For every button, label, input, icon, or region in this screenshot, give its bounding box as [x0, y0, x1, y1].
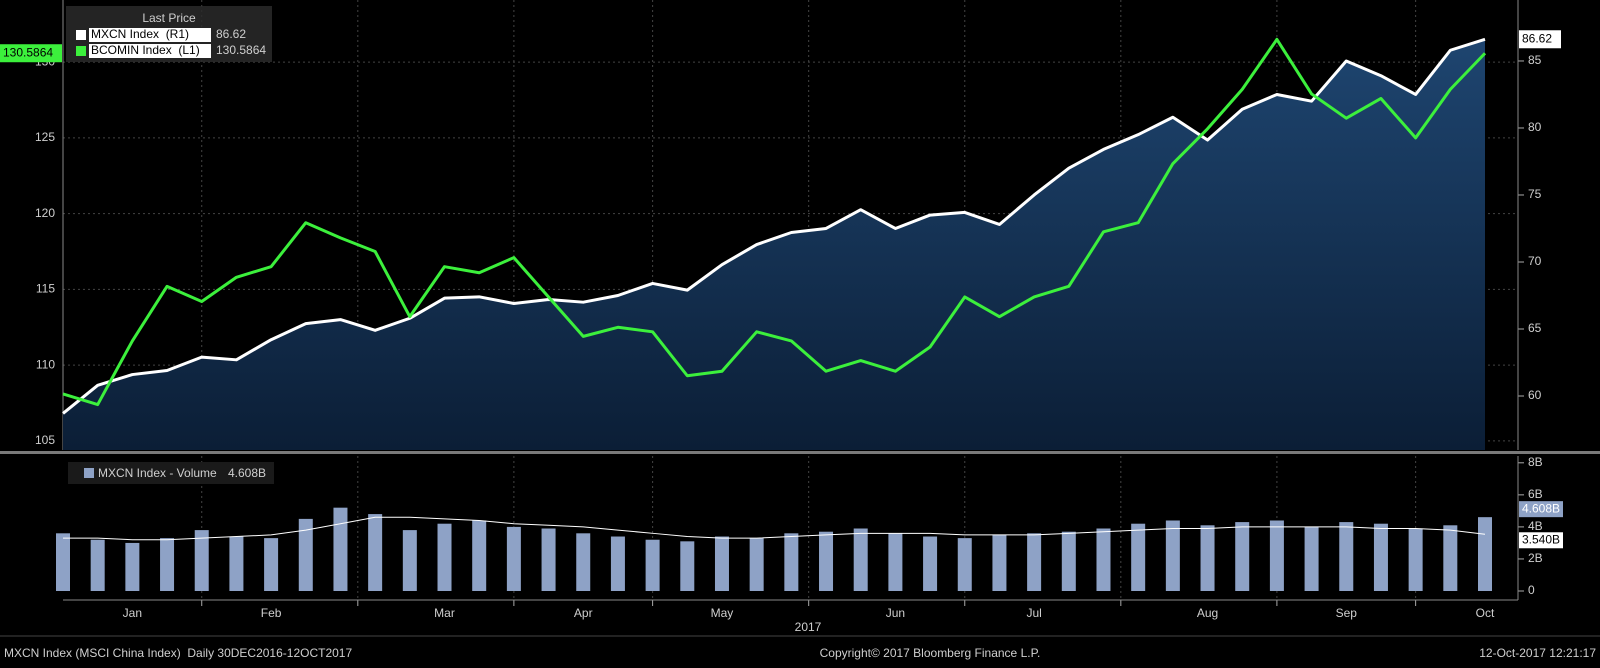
- y-tick-label: 105: [35, 433, 55, 447]
- volume-bar: [1165, 520, 1180, 591]
- line: [62, 37, 1486, 415]
- last-value-label: 130.5864: [3, 45, 53, 59]
- legend-swatch: [84, 468, 94, 478]
- volume-bar: [1200, 525, 1215, 591]
- volume-bar: [1096, 528, 1111, 591]
- volume-bar: [1235, 522, 1250, 591]
- volume-bar: [437, 523, 452, 591]
- last-value-label: 4.608B: [1522, 501, 1560, 515]
- volume-bar: [160, 538, 175, 591]
- last-value-badge: [1519, 501, 1563, 518]
- last-value-badge: [1519, 532, 1563, 549]
- volume-bar: [576, 533, 591, 591]
- legend-label-bg: [89, 28, 211, 42]
- x-tick-label: Oct: [1476, 606, 1495, 620]
- volume-bar: [853, 528, 868, 591]
- legend-title: Last Price: [142, 11, 196, 25]
- volume-bar: [1478, 517, 1492, 591]
- x-tick-label: Jan: [123, 606, 142, 620]
- x-tick-label: Jul: [1026, 606, 1041, 620]
- x-tick-label: Jun: [886, 606, 905, 620]
- volume-bar: [194, 530, 209, 591]
- last-value-label: 86.62: [1522, 31, 1552, 45]
- volume-bar: [333, 507, 348, 591]
- x-tick-label: Aug: [1197, 606, 1218, 620]
- volume-bar: [610, 536, 625, 591]
- volume-bar: [402, 530, 417, 591]
- panel-divider: [0, 451, 1600, 454]
- volume-bar: [1131, 523, 1146, 591]
- footer-left: MXCN Index (MSCI China Index) Daily 30DE…: [4, 646, 352, 660]
- y-tick-label: 120: [35, 206, 55, 220]
- volume-bar: [1027, 533, 1042, 591]
- volume-bar: [264, 538, 279, 591]
- legend-swatch: [76, 30, 86, 40]
- volume-bar: [923, 536, 938, 591]
- legend-label: BCOMIN Index (L1): [91, 43, 200, 57]
- volume-bar: [541, 528, 556, 591]
- x-axis-label: 2017: [795, 620, 822, 634]
- volume-bar: [714, 536, 729, 591]
- y2-tick-label: 8B: [1528, 455, 1543, 469]
- volume-bar: [784, 533, 799, 591]
- legend-label-bg: [89, 44, 211, 58]
- last-value-badge: [1519, 30, 1561, 49]
- x-tick-label: Feb: [261, 606, 282, 620]
- y2-tick-label: 4B: [1528, 519, 1543, 533]
- y2-tick-label: 65: [1528, 321, 1542, 335]
- legend-swatch: [76, 46, 86, 56]
- y2-tick-label: 80: [1528, 120, 1542, 134]
- volume-bar: [645, 539, 660, 591]
- area: [63, 39, 1485, 451]
- volume-bar: [1443, 525, 1458, 591]
- legend-value: 130.5864: [216, 43, 266, 57]
- volume-bar: [1304, 526, 1319, 591]
- y2-tick-label: 6B: [1528, 487, 1543, 501]
- volume-bar: [888, 533, 903, 591]
- y2-tick-label: 60: [1528, 388, 1542, 402]
- volume-bar: [56, 533, 70, 591]
- volume-bar: [506, 526, 521, 591]
- y2-tick-label: 2B: [1528, 551, 1543, 565]
- last-value-badge: [0, 44, 62, 63]
- y-tick-label: 115: [36, 282, 55, 296]
- legend-value: 86.62: [216, 27, 246, 41]
- volume-bar: [1339, 522, 1354, 591]
- x-tick-label: May: [711, 606, 734, 620]
- y-tick-label: 110: [36, 357, 55, 371]
- volume-bar: [1373, 523, 1388, 591]
- x-tick-label: Mar: [434, 606, 455, 620]
- moving-average: [63, 516, 1486, 541]
- volume-bar: [1061, 531, 1076, 591]
- volume-bar: [680, 541, 695, 591]
- footer-center: Copyright© 2017 Bloomberg Finance L.P.: [820, 646, 1041, 660]
- y2-tick-label: 75: [1528, 187, 1542, 201]
- legend-box: [68, 462, 274, 484]
- legend-label: MXCN Index (R1): [91, 27, 189, 41]
- x-tick-label: Sep: [1336, 606, 1358, 620]
- volume-bar: [992, 534, 1007, 591]
- volume-bar: [957, 538, 972, 591]
- last-value-label: 3.540B: [1522, 532, 1560, 546]
- x-tick-label: Apr: [574, 606, 593, 620]
- line: [62, 37, 1487, 407]
- volume-bar: [229, 536, 244, 591]
- legend-value: 4.608B: [228, 466, 266, 480]
- volume-bar: [819, 531, 834, 591]
- volume-bar: [125, 542, 140, 591]
- y-tick-label: 125: [35, 130, 55, 144]
- volume-bar: [368, 514, 383, 591]
- footer-right: 12-Oct-2017 12:21:17: [1479, 646, 1596, 660]
- volume-bar: [1408, 528, 1423, 591]
- legend-label: MXCN Index - Volume: [98, 466, 217, 480]
- volume-bar: [1269, 520, 1284, 591]
- volume-bar: [749, 538, 764, 591]
- volume-bar: [298, 518, 313, 591]
- volume-bar: [472, 520, 487, 591]
- volume-bar: [90, 539, 105, 591]
- y2-tick-label: 0: [1528, 583, 1535, 597]
- y2-tick-label: 70: [1528, 254, 1542, 268]
- y2-tick-label: 85: [1528, 53, 1542, 67]
